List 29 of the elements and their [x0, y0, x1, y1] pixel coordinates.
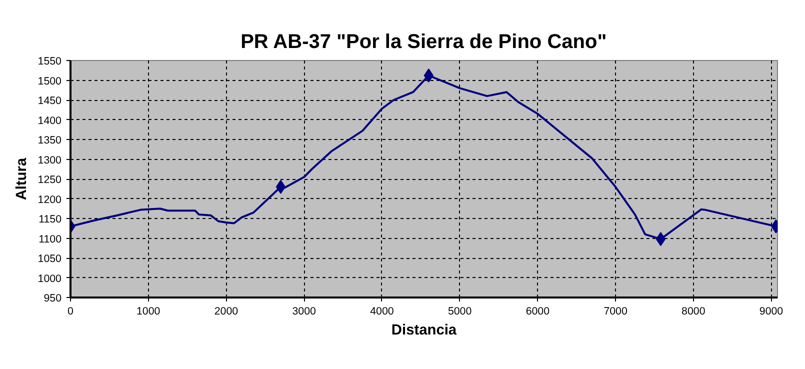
- y-axis-title: Altura: [14, 156, 30, 200]
- y-tick-label: 1200: [38, 194, 62, 206]
- y-tick-label: 1350: [38, 134, 62, 146]
- x-tick-label: 6000: [526, 306, 550, 318]
- x-tick-label: 8000: [682, 306, 706, 318]
- y-tick-label: 950: [44, 292, 62, 304]
- point: [656, 232, 666, 246]
- x-tick-label: 0: [68, 306, 74, 318]
- x-tick-label: 5000: [448, 306, 472, 318]
- point: [424, 68, 434, 83]
- y-tick-label: 1500: [38, 75, 62, 88]
- y-tick-label: 1250: [38, 174, 62, 186]
- y-tick-label: 1150: [38, 214, 62, 226]
- y-tick-label: 1450: [38, 95, 62, 107]
- y-tick-label: 1300: [38, 154, 62, 166]
- y-tick-label: 1100: [38, 233, 62, 246]
- y-tick-label: 1400: [38, 114, 62, 127]
- x-tick-label: 9000: [759, 306, 784, 318]
- x-tick-label: 1000: [136, 306, 160, 318]
- x-tick-label: 3000: [292, 306, 316, 318]
- x-axis-title: Distancia: [391, 322, 458, 338]
- x-tick-label: 7000: [604, 306, 628, 318]
- x-tick-label: 4000: [370, 306, 394, 318]
- y-tick-label: 1000: [38, 272, 62, 285]
- y-tick-label: 1050: [38, 253, 62, 265]
- x-tick-label: 2000: [214, 306, 238, 318]
- point: [276, 180, 286, 194]
- chart-title: PR AB-37 "Por la Sierra de Pino Cano": [240, 31, 607, 53]
- y-tick-label: 1550: [38, 56, 62, 68]
